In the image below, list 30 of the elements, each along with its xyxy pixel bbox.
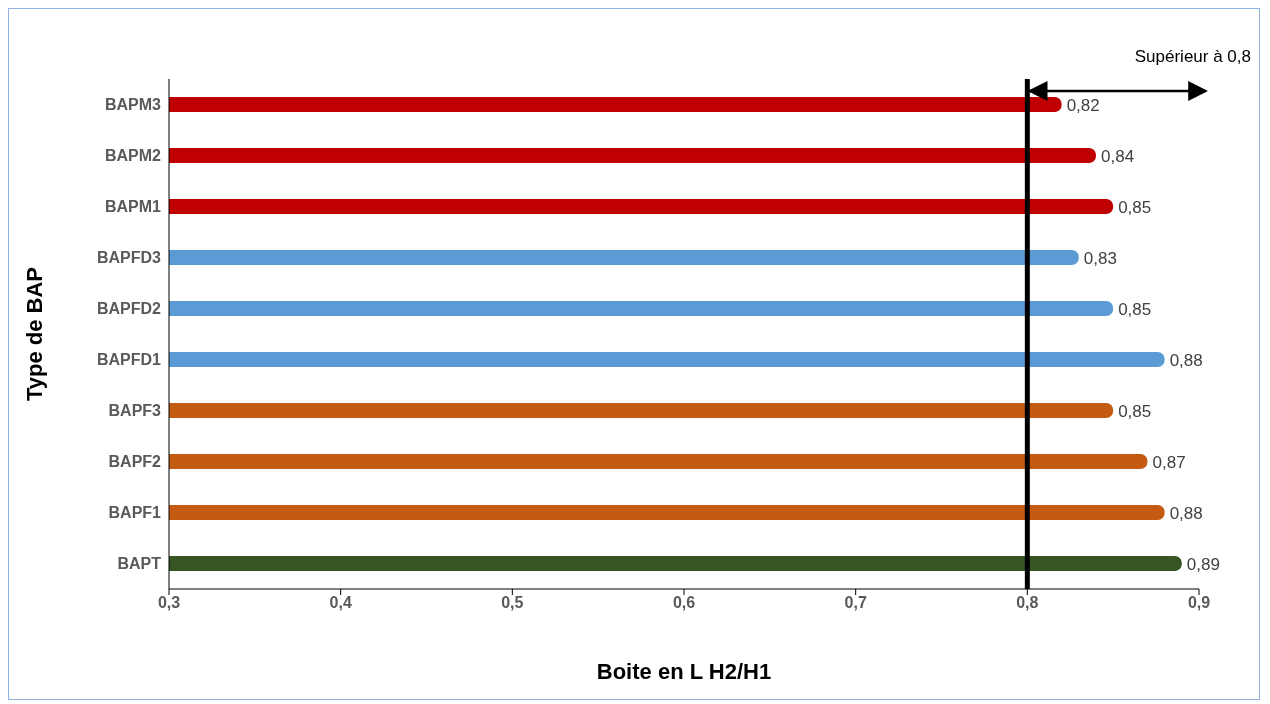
y-tick-label: BAPFD2 [96, 300, 162, 318]
data-label: 0,85 [1118, 299, 1152, 319]
x-tick-label: 0,5 [501, 594, 524, 612]
data-label: 0,85 [1118, 197, 1152, 217]
y-tick-label: BAPFD1 [96, 351, 162, 369]
y-tick-label: BAPT [117, 555, 162, 573]
data-label: 0,84 [1101, 146, 1135, 166]
x-tick-label: 0,3 [157, 594, 181, 612]
x-axis-title: Boite en L H2/H1 [596, 659, 772, 684]
y-tick-label: BAPF1 [108, 504, 162, 522]
data-label: 0,88 [1169, 503, 1203, 523]
x-tick-label: 0,7 [844, 594, 867, 612]
data-label: 0,82 [1066, 95, 1100, 115]
x-tick-label: 0,4 [329, 594, 352, 612]
data-label: 0,87 [1152, 452, 1186, 472]
x-tick-label: 0,8 [1016, 594, 1039, 612]
y-tick-label: BAPM2 [104, 147, 162, 165]
data-label: 0,88 [1169, 350, 1203, 370]
y-tick-label: BAPM1 [104, 198, 162, 216]
y-tick-label: BAPM3 [104, 96, 162, 114]
data-label: 0,85 [1118, 401, 1152, 421]
y-axis-title: Type de BAP [21, 266, 47, 402]
y-tick-label: BAPF3 [108, 402, 162, 420]
x-tick-label: 0,9 [1187, 594, 1211, 612]
y-tick-label: BAPFD3 [96, 249, 162, 267]
data-label: 0,83 [1083, 248, 1117, 268]
x-tick-label: 0,6 [672, 594, 696, 612]
text: Supérieur à 0,8 [1134, 47, 1251, 67]
y-tick-label: BAPF2 [108, 453, 162, 471]
data-label: 0,89 [1186, 554, 1220, 574]
